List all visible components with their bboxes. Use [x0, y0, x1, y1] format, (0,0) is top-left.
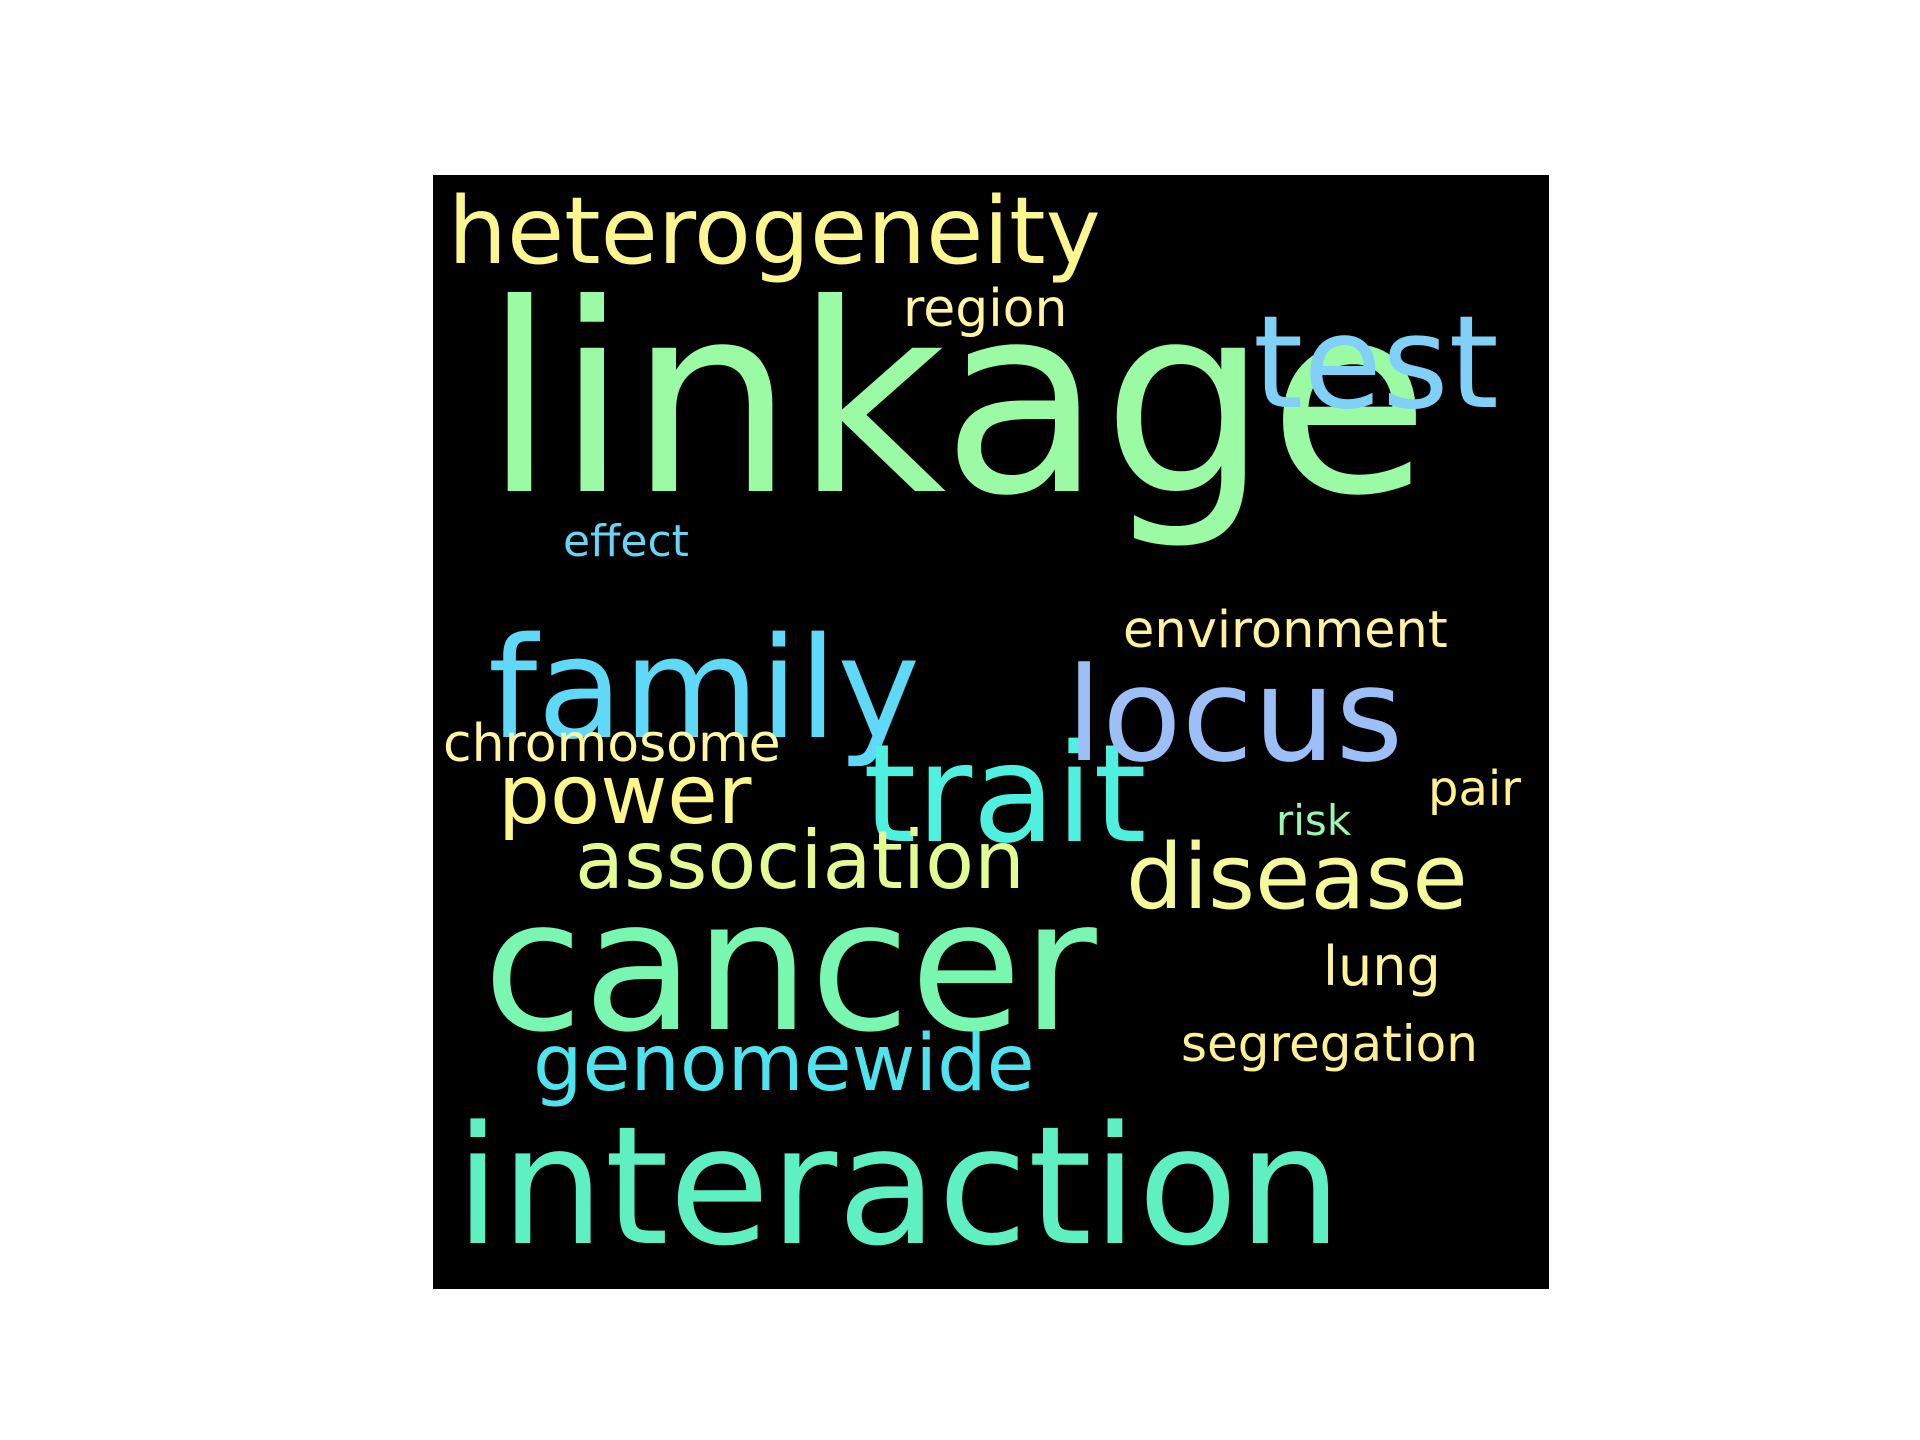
word-segregation: segregation — [1181, 1015, 1478, 1073]
word-association: association — [575, 814, 1025, 907]
word-disease: disease — [1126, 825, 1468, 930]
word-chromosome: chromosome — [443, 714, 781, 774]
word-risk: risk — [1276, 796, 1352, 845]
word-trait: trait — [863, 716, 1147, 874]
word-region: region — [903, 279, 1068, 339]
word-locus: locus — [1066, 639, 1404, 791]
word-family: family — [488, 608, 921, 771]
word-genomewide: genomewide — [533, 1019, 1035, 1109]
word-interaction: interaction — [455, 1091, 1342, 1282]
word-test: test — [1253, 289, 1499, 438]
word-environment: environment — [1123, 601, 1448, 660]
word-cloud: linkage cancer interaction family trait … — [433, 175, 1549, 1289]
word-linkage: linkage — [483, 248, 1430, 553]
word-power: power — [498, 748, 752, 843]
word-lung: lung — [1323, 935, 1441, 998]
word-heterogeneity: heterogeneity — [448, 177, 1101, 285]
word-cancer: cancer — [483, 860, 1097, 1072]
word-effect: effect — [563, 516, 689, 567]
word-pair: pair — [1428, 761, 1521, 817]
